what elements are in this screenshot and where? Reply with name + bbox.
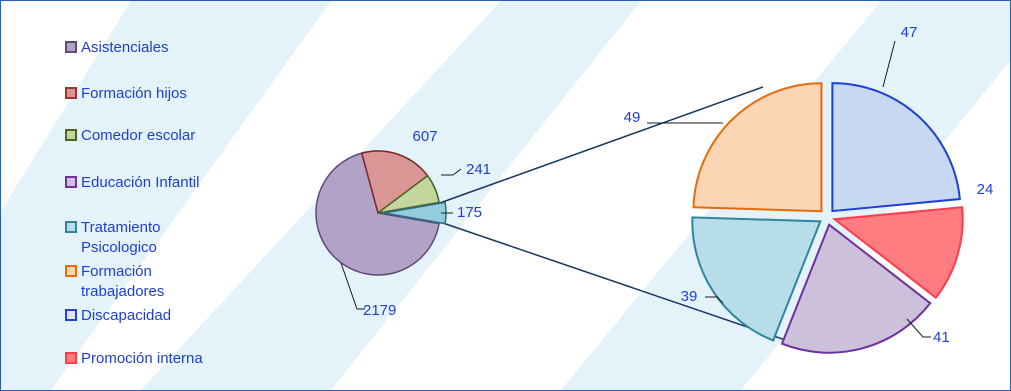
- data-label-educacion-infantil: 41: [933, 329, 950, 346]
- secondary-slice-promocion-interna: [832, 206, 964, 300]
- data-label-tratamiento-psicologico: 39: [681, 288, 698, 305]
- legend-label-tratamiento-psicologico: Tratamiento: [81, 219, 160, 236]
- leader-line-comedor: [441, 168, 462, 176]
- leader-line-educacion-infantil: [906, 318, 931, 338]
- legend-label-formacion-hijos: Formación hijos: [81, 85, 187, 102]
- data-label-otros: 175: [457, 204, 482, 221]
- data-label-formacion-hijos: 607: [412, 128, 437, 145]
- data-label-asistenciales: 2179: [363, 302, 396, 319]
- connector-line-top: [436, 86, 764, 205]
- legend-swatch-asistenciales: [65, 41, 77, 53]
- watermark-stripe: [1, 1, 331, 390]
- legend: Asistenciales Formación hijos Comedor esco…: [65, 39, 203, 367]
- secondary-slice-tratamiento-psicologico: [691, 216, 822, 342]
- data-label-promocion-interna: 24: [977, 181, 994, 198]
- legend-label-promocion-interna: Promoción interna: [81, 350, 203, 367]
- legend-swatch-discapacidad: [65, 309, 77, 321]
- main-slice-comedor-escolar: [377, 174, 440, 214]
- legend-swatch-comedor-escolar: [65, 129, 77, 141]
- secondary-slice-educacion-infantil: [780, 223, 932, 354]
- legend-label-comedor-escolar: Comedor escolar: [81, 127, 195, 144]
- leader-line-tratamiento: [705, 296, 724, 304]
- legend-swatch-educacion-infantil: [65, 176, 77, 188]
- main-slice-formacion-hijos: [360, 150, 429, 215]
- legend-swatch-promocion-interna: [65, 352, 77, 364]
- connector-lines: [436, 86, 804, 347]
- data-label-discapacidad: 47: [901, 24, 918, 41]
- legend-label-asistenciales: Asistenciales: [81, 39, 169, 56]
- main-pie: [315, 150, 447, 276]
- secondary-slice-discapacidad: [831, 82, 961, 213]
- legend-swatch-tratamiento-psicologico: [65, 221, 77, 233]
- leader-line-asistenciales: [340, 262, 365, 310]
- data-label-comedor-escolar: 241: [466, 161, 491, 178]
- legend-label-formacion-trabajadores: trabajadores: [81, 283, 164, 300]
- legend-label-formacion-trabajadores: Formación: [81, 263, 152, 280]
- connector-line-bottom: [436, 220, 804, 347]
- legend-swatch-formacion-trabajadores: [65, 265, 77, 277]
- legend-label-discapacidad: Discapacidad: [81, 307, 171, 324]
- data-labels: 607 241 175 2179 47 24 41 39 49: [340, 24, 994, 346]
- legend-label-tratamiento-psicologico: Psicologico: [81, 239, 157, 256]
- legend-label-educacion-infantil: Educación Infantil: [81, 174, 199, 191]
- leader-line-discapacidad: [882, 40, 896, 88]
- legend-swatch-formacion-hijos: [65, 87, 77, 99]
- secondary-slice-formacion-trabajadores: [692, 82, 823, 213]
- data-label-formacion-trabajadores: 49: [624, 109, 641, 126]
- secondary-pie: [691, 82, 964, 354]
